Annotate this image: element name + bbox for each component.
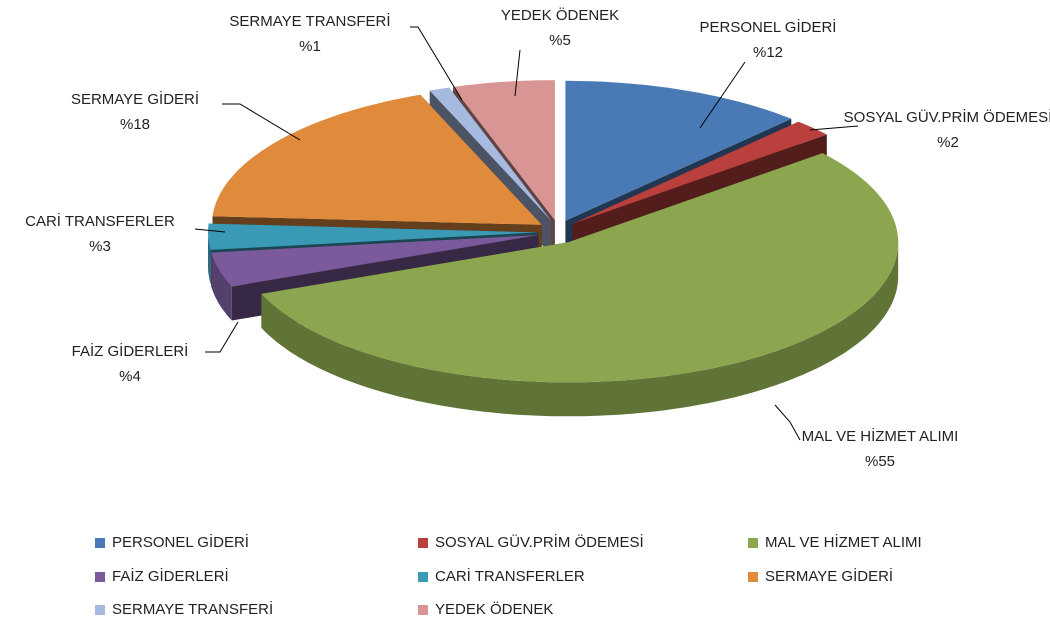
leader-line xyxy=(699,61,746,129)
data-label: %1 xyxy=(299,38,321,55)
slice xyxy=(429,87,552,221)
slice-wall xyxy=(208,232,211,284)
legend-label: YEDEK ÖDENEK xyxy=(435,600,553,618)
slice xyxy=(452,80,555,221)
data-label-name: MAL VE HİZMET ALIMI xyxy=(802,427,959,445)
legend-swatch xyxy=(748,538,758,548)
legend-swatch xyxy=(418,538,428,548)
leader-line xyxy=(194,228,226,233)
slice xyxy=(261,153,899,383)
data-label-name: SERMAYE GİDERİ xyxy=(71,90,199,108)
data-label: %4 xyxy=(119,368,141,385)
leader-line xyxy=(222,103,301,141)
data-label: %12 xyxy=(753,44,783,61)
data-label-name: PERSONEL GİDERİ xyxy=(700,18,837,36)
legend-swatch xyxy=(95,572,105,582)
data-label: %3 xyxy=(89,238,111,255)
legend-label: SERMAYE GİDERİ xyxy=(765,567,893,585)
slice xyxy=(212,94,542,225)
leader-line xyxy=(205,321,239,353)
legend-swatch xyxy=(748,572,758,582)
slice-wall xyxy=(211,252,232,321)
slice xyxy=(211,235,539,287)
legend-swatch xyxy=(95,605,105,615)
data-label-name: YEDEK ÖDENEK xyxy=(501,6,619,24)
legend-label: SOSYAL GÜV.PRİM ÖDEMESİ xyxy=(435,533,644,551)
data-label-name: FAİZ GİDERLERİ xyxy=(72,342,189,360)
legend-swatch xyxy=(418,605,428,615)
legend-swatch xyxy=(95,538,105,548)
leader-line xyxy=(410,26,463,101)
legend-label: MAL VE HİZMET ALIMI xyxy=(765,533,922,551)
leader-line xyxy=(514,49,521,97)
slice xyxy=(572,121,827,224)
data-label-name: SOSYAL GÜV.PRİM ÖDEMESİ xyxy=(844,108,1050,126)
legend-swatch xyxy=(418,572,428,582)
data-label-name: CARİ TRANSFERLER xyxy=(25,212,175,230)
legend-label: SERMAYE TRANSFERİ xyxy=(112,600,273,618)
data-label: %5 xyxy=(549,32,571,49)
legend-label: FAİZ GİDERLERİ xyxy=(112,567,229,585)
data-label: %18 xyxy=(120,116,150,133)
leader-line xyxy=(809,125,859,131)
data-label: %55 xyxy=(865,453,895,470)
data-label: %2 xyxy=(937,134,959,151)
legend-label: PERSONEL GİDERİ xyxy=(112,533,249,551)
slice xyxy=(565,80,792,221)
slice xyxy=(208,223,538,250)
data-label-name: SERMAYE TRANSFERİ xyxy=(229,12,390,30)
legend-label: CARİ TRANSFERLER xyxy=(435,567,585,585)
slice-wall xyxy=(261,242,899,417)
leader-line xyxy=(774,404,801,441)
